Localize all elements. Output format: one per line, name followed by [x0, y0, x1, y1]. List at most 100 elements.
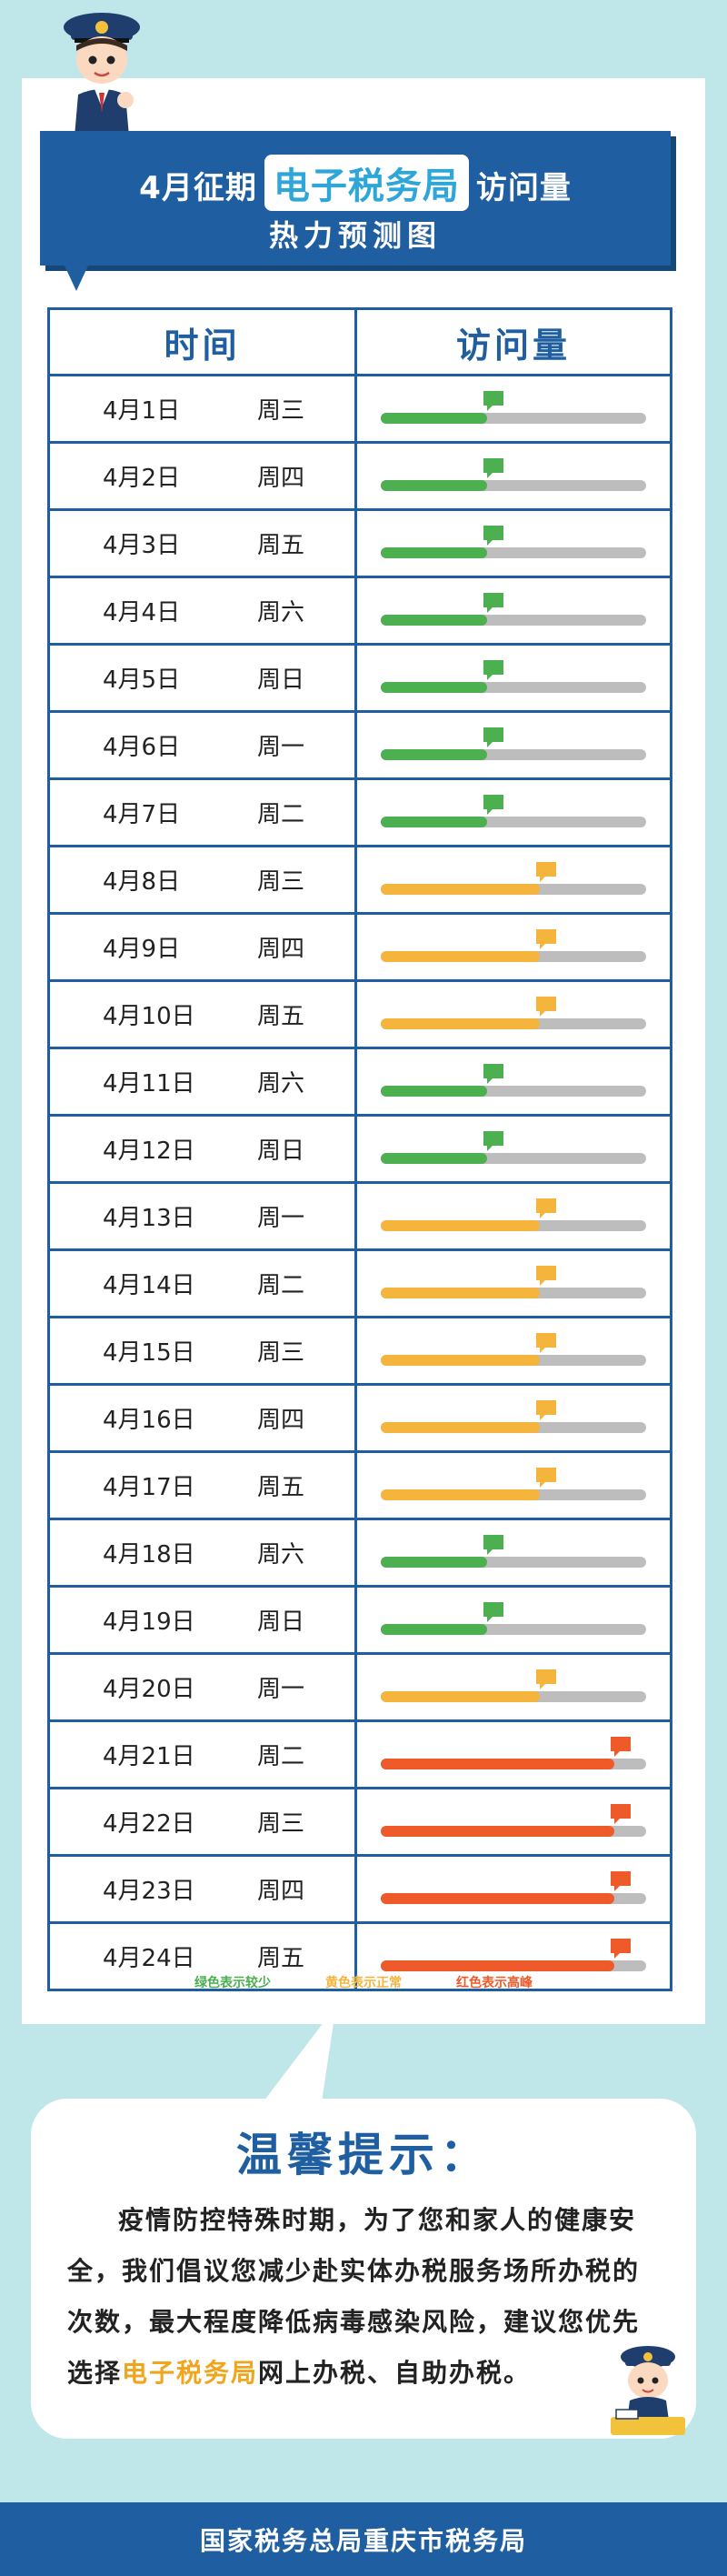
visit-level-marker-icon — [483, 1064, 503, 1084]
row-time-cell: 4月7日 周二 — [50, 780, 357, 845]
row-date: 4月4日 — [103, 599, 181, 626]
row-time-cell: 4月14日 周二 — [50, 1251, 357, 1316]
table-row: 4月17日 周五 — [50, 1453, 670, 1520]
row-visits-cell — [357, 780, 670, 845]
row-time-cell: 4月1日 周三 — [50, 376, 357, 441]
row-date: 4月22日 — [103, 1810, 195, 1838]
row-date: 4月11日 — [103, 1070, 195, 1098]
legend-high: 红色表示高峰 — [456, 1976, 533, 1990]
visit-level-fill — [381, 1422, 541, 1433]
visit-level-marker-icon — [483, 660, 503, 680]
table-row: 4月12日 周日 — [50, 1117, 670, 1184]
row-time-cell: 4月2日 周四 — [50, 444, 357, 508]
visit-level-bar — [381, 1893, 646, 1904]
visit-level-marker-icon — [610, 1871, 631, 1891]
visit-level-marker-icon — [536, 862, 557, 882]
table-row: 4月8日 周三 — [50, 847, 670, 915]
banner-title-prefix: 4月征期 — [139, 170, 257, 206]
visit-level-fill — [381, 480, 487, 491]
visit-level-fill — [381, 1893, 614, 1904]
row-weekday: 周一 — [257, 1676, 305, 1703]
visit-level-marker-icon — [610, 1737, 631, 1757]
visit-level-fill — [381, 1288, 541, 1298]
row-time-cell: 4月8日 周三 — [50, 847, 357, 912]
visit-level-bar — [381, 817, 646, 827]
row-date: 4月8日 — [103, 868, 181, 896]
footer-bar: 国家税务总局重庆市税务局 — [0, 2502, 727, 2576]
row-weekday: 周六 — [257, 1070, 305, 1098]
row-visits-cell — [357, 578, 670, 643]
visit-level-marker-icon — [536, 1266, 557, 1286]
table-row: 4月15日 周三 — [50, 1318, 670, 1386]
table-row: 4月1日 周三 — [50, 376, 670, 444]
row-visits-cell — [357, 1117, 670, 1181]
visit-level-marker-icon — [483, 1602, 503, 1622]
visit-level-fill — [381, 1691, 541, 1702]
visit-level-marker-icon — [483, 458, 503, 478]
table-row: 4月23日 周四 — [50, 1857, 670, 1924]
row-visits-cell — [357, 1722, 670, 1787]
table-header: 时间 访问量 — [50, 310, 670, 376]
legend: 绿色表示较少 黄色表示正常 红色表示高峰 — [0, 1973, 727, 1991]
visit-level-fill — [381, 1220, 541, 1231]
tip-body-text: 疫情防控特殊时期，为了您和家人的健康安全，我们倡议您减少赴实体办税服务场所办税的… — [67, 2205, 641, 2388]
row-date: 4月5日 — [103, 667, 181, 694]
table-row: 4月11日 周六 — [50, 1049, 670, 1117]
table-row: 4月7日 周二 — [50, 780, 670, 847]
visit-level-bar — [381, 1220, 646, 1231]
visit-level-bar — [381, 1624, 646, 1635]
row-date: 4月3日 — [103, 532, 181, 559]
row-visits-cell — [357, 982, 670, 1047]
visit-level-fill — [381, 1355, 541, 1366]
footer-text: 国家税务总局重庆市税务局 — [199, 2525, 527, 2556]
header-visits: 访问量 — [455, 325, 571, 366]
row-date: 4月20日 — [103, 1676, 195, 1703]
row-date: 4月7日 — [103, 801, 181, 828]
row-visits-cell — [357, 1924, 670, 1989]
row-time-cell: 4月10日 周五 — [50, 982, 357, 1047]
table-row: 4月6日 周一 — [50, 713, 670, 780]
table-row: 4月21日 周二 — [50, 1722, 670, 1789]
visit-level-fill — [381, 817, 487, 827]
row-weekday: 周日 — [257, 1138, 305, 1165]
visit-level-bar — [381, 1489, 646, 1500]
row-date: 4月21日 — [103, 1743, 195, 1770]
tip-title: 温馨提示： — [236, 2129, 491, 2181]
row-weekday: 周六 — [257, 1541, 305, 1569]
visit-level-bar — [381, 547, 646, 558]
visit-level-fill — [381, 1826, 614, 1837]
visit-level-bar — [381, 1018, 646, 1029]
visit-level-bar — [381, 1086, 646, 1097]
row-weekday: 周二 — [257, 801, 305, 828]
visit-level-fill — [381, 1018, 541, 1029]
row-date: 4月2日 — [103, 465, 181, 492]
row-time-cell: 4月24日 周五 — [50, 1924, 357, 1989]
row-time-cell: 4月19日 周日 — [50, 1588, 357, 1652]
row-visits-cell — [357, 1520, 670, 1585]
row-date: 4月16日 — [103, 1407, 195, 1434]
row-time-cell: 4月9日 周四 — [50, 915, 357, 979]
table-row: 4月18日 周六 — [50, 1520, 670, 1588]
legend-low: 绿色表示较少 — [194, 1976, 271, 1990]
visit-level-bar — [381, 749, 646, 760]
row-visits-cell — [357, 1386, 670, 1450]
tip-body: 疫情防控特殊时期，为了您和家人的健康安全，我们倡议您减少赴实体办税服务场所办税的… — [67, 2195, 649, 2399]
row-date: 4月23日 — [103, 1878, 195, 1905]
row-date: 4月9日 — [103, 936, 181, 963]
row-weekday: 周一 — [257, 1205, 305, 1232]
row-visits-cell — [357, 1318, 670, 1383]
row-date: 4月18日 — [103, 1541, 195, 1569]
visit-level-fill — [381, 884, 541, 895]
row-visits-cell — [357, 1049, 670, 1114]
visit-level-fill — [381, 1086, 487, 1097]
row-date: 4月19日 — [103, 1609, 195, 1636]
table-row: 4月22日 周三 — [50, 1789, 670, 1857]
row-weekday: 周四 — [257, 465, 305, 492]
visit-level-fill — [381, 951, 541, 962]
visit-level-fill — [381, 1489, 541, 1500]
visit-forecast-table: 时间 访问量 4月1日 周三 4月2日 周四 4月3日 周五 4月4日 周六 4月5日 周日 4月6… — [47, 307, 672, 1991]
visit-level-marker-icon — [483, 391, 503, 411]
row-date: 4月13日 — [103, 1205, 195, 1232]
tip-body-end: 网上办税、自助办税。 — [258, 2358, 532, 2388]
visit-level-bar — [381, 1759, 646, 1769]
